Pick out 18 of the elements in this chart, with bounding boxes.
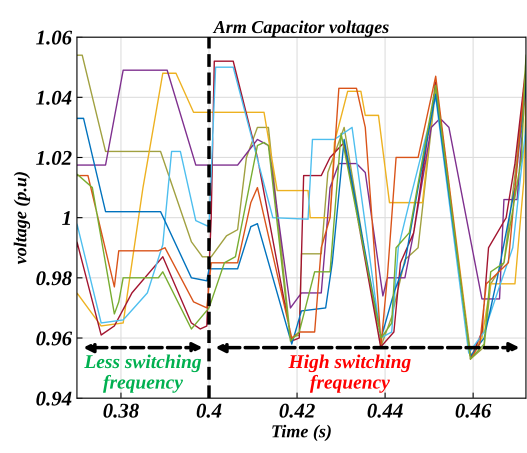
y-tick-label: 0.96: [36, 331, 72, 346]
line-series: [76, 70, 526, 309]
y-tick-label: 1.06: [36, 30, 72, 45]
x-tick-label: 0.4: [196, 404, 222, 418]
annotation: High switching frequency: [288, 354, 411, 393]
y-tick-label: 0.94: [36, 392, 72, 406]
x-tick-label: 0.38: [103, 404, 139, 418]
x-tick-label: 0.42: [280, 404, 315, 418]
x-tick-label: 0.46: [456, 404, 492, 418]
chart-title: Arm Capacitor voltages: [212, 20, 389, 37]
y-tick-label: 1.02: [36, 150, 72, 166]
y-tick-label: 1: [62, 211, 70, 225]
x-axis-title: Time (s): [272, 424, 331, 442]
y-axis-title: voltage (p.u): [14, 172, 30, 264]
x-tick-label: 0.44: [368, 404, 403, 418]
annotation: Less switching frequency: [84, 354, 202, 393]
y-tick-label: 0.98: [36, 271, 72, 286]
y-tick-label: 1.04: [36, 90, 72, 105]
